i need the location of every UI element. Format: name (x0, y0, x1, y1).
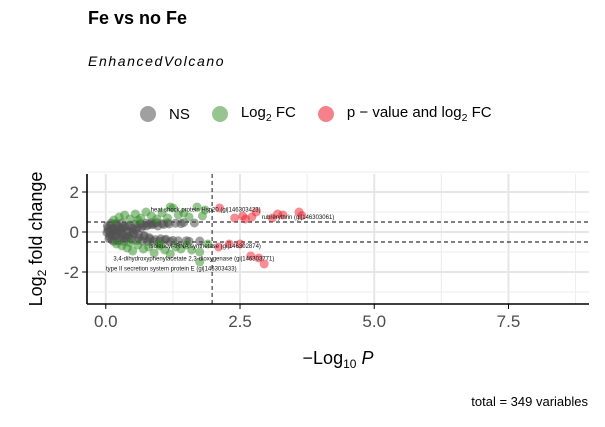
legend-fc-label-main: Log (240, 104, 266, 121)
data-point (176, 219, 186, 229)
x-axis-title: −Log10 P (303, 348, 374, 371)
data-point (165, 249, 175, 259)
data-point (254, 253, 264, 263)
y-axis-title-main: Log (26, 276, 46, 306)
x-axis-title-sub: 10 (343, 357, 357, 371)
data-point (133, 215, 143, 225)
data-point (161, 234, 171, 244)
data-point (251, 207, 261, 217)
data-point (195, 247, 205, 257)
x-tick-label: 7.5 (497, 312, 521, 331)
y-tick-label: 0 (70, 223, 79, 242)
point-annotation: rubrerythrin (gi|146303061) (262, 215, 335, 221)
legend-pfc-marker (317, 106, 334, 122)
x-tick-label: 5.0 (362, 312, 386, 331)
legend-pfc-label-sub: 2 (461, 112, 468, 124)
data-point (125, 238, 135, 248)
data-point (297, 211, 307, 221)
legend-pfc-label: p − value and log2 FC (347, 104, 492, 124)
data-point (187, 245, 197, 255)
legend-item-pfc: p − value and log2 FC (317, 104, 492, 124)
data-point (278, 210, 288, 220)
data-point (152, 214, 162, 224)
legend-fc-label: Log2 FC (241, 104, 296, 124)
series-pfc (214, 203, 307, 269)
data-point (200, 205, 210, 215)
data-point (184, 212, 194, 222)
data-point (238, 211, 248, 221)
x-tick-label: 0.0 (94, 312, 118, 331)
caption: total = 349 variables (471, 394, 588, 409)
data-point (215, 203, 225, 213)
data-point (163, 213, 173, 223)
y-axis-title: Log2 fold change (26, 172, 49, 307)
data-point (259, 259, 269, 269)
point-annotation: 3,4-dihydroxyphenylacetate 2,3-dioxygena… (113, 257, 274, 263)
legend-ns-label: NS (169, 105, 190, 123)
y-tick-label: -2 (64, 263, 79, 282)
series-ns (102, 218, 205, 246)
data-point (230, 213, 240, 223)
point-annotation: heat shock protein Hsp20 (gi|146303423) (151, 208, 261, 214)
point-annotation: type II secretion system protein E (gi|1… (106, 267, 237, 273)
x-tick-label: 2.5 (228, 312, 252, 331)
data-point (144, 242, 154, 252)
chart-subtitle: EnhancedVolcano (88, 53, 226, 69)
legend-fc-label-sub: 2 (265, 112, 272, 124)
legend-fc-label-suffix: FC (271, 104, 296, 121)
y-axis-title-sub: 2 (35, 269, 49, 276)
series-fc (109, 202, 213, 267)
legend-fc-marker (211, 106, 228, 122)
legend: NS Log2 FC p − value and log2 FC (140, 102, 514, 126)
data-point (214, 242, 224, 252)
data-point (224, 239, 234, 249)
legend-pfc-label-suffix: FC (467, 104, 492, 121)
data-point (165, 202, 175, 212)
legend-ns-marker (140, 106, 156, 122)
legend-item-fc: Log2 FC (211, 104, 296, 124)
data-point (154, 241, 164, 251)
data-point (189, 218, 199, 228)
legend-pfc-label-main: p − value and log (346, 104, 462, 121)
legend-item-ns: NS (140, 106, 190, 123)
y-axis-title-suffix: fold change (26, 172, 46, 270)
data-point (149, 248, 159, 258)
x-axis-title-var: P (356, 348, 373, 368)
data-point (128, 246, 138, 256)
data-point (195, 236, 205, 246)
data-point (195, 257, 205, 267)
point-annotation: isoleucyl-tRNA synthetase (gi|146302874) (149, 244, 261, 250)
data-point (246, 251, 256, 261)
data-point (203, 239, 213, 249)
x-axis-title-main: −Log (303, 348, 344, 368)
data-point (235, 239, 245, 249)
chart-title: Fe vs no Fe (88, 8, 188, 28)
data-point (192, 202, 202, 212)
y-tick-label: 2 (70, 183, 79, 202)
